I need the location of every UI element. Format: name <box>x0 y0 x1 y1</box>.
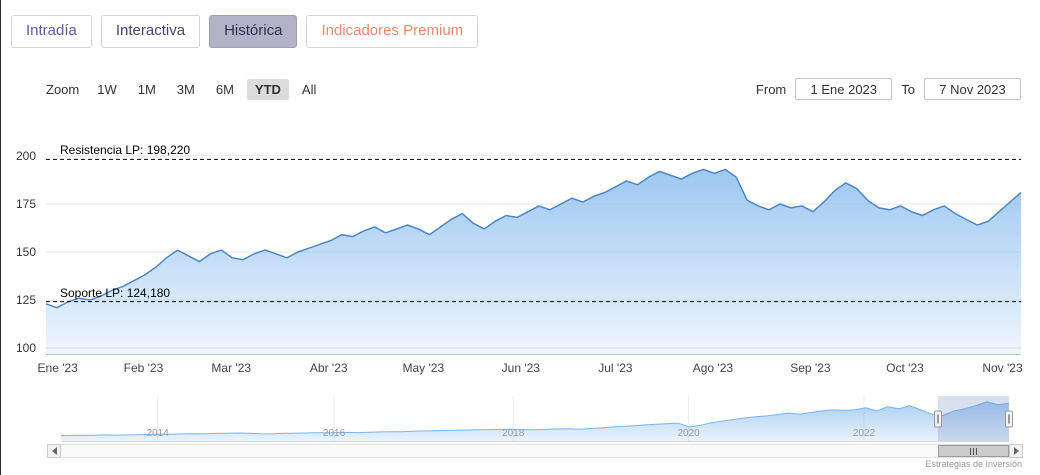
zoom-button-1w[interactable]: 1W <box>89 79 125 100</box>
from-date-input[interactable] <box>795 78 893 100</box>
x-tick-label: Sep '23 <box>790 361 831 375</box>
resistance-label: Resistencia LP: 198,220 <box>60 143 191 158</box>
y-tick-label: 200 <box>15 148 36 163</box>
navigator-svg[interactable] <box>61 396 1009 442</box>
zoom-group: Zoom 1W 1M 3M 6M YTD All <box>46 78 324 100</box>
navigator-left-handle[interactable] <box>933 410 942 428</box>
zoom-button-6m[interactable]: 6M <box>208 79 242 100</box>
tab-intradia[interactable]: Intradía <box>11 15 92 48</box>
right-arrow-icon <box>1013 447 1019 455</box>
date-range-inputs: From To <box>756 78 1021 100</box>
x-axis-labels: Ene '23 Feb '23 Mar '23 Abr '23 May '23 Jun '… <box>38 361 1023 377</box>
zoom-button-ytd[interactable]: YTD <box>246 78 289 100</box>
scrollbar-thumb[interactable] <box>937 445 1009 457</box>
navigator[interactable]: 2014 2016 2018 2020 2022 <box>61 396 1013 442</box>
from-label: From <box>755 81 787 97</box>
scrollbar <box>47 444 1023 458</box>
tab-historica[interactable]: Histórica <box>209 15 298 48</box>
y-tick-label: 100 <box>15 340 36 355</box>
scrollbar-track[interactable] <box>61 444 1009 458</box>
y-tick-label: 150 <box>15 244 36 259</box>
zoom-button-3m[interactable]: 3M <box>169 79 203 100</box>
y-tick-label: 125 <box>15 292 36 307</box>
main-chart-svg[interactable] <box>45 140 1022 355</box>
zoom-button-all[interactable]: All <box>294 79 324 100</box>
scrollbar-right-arrow[interactable] <box>1009 444 1023 458</box>
x-tick-label: Ene '23 <box>37 361 78 375</box>
navigator-year-label: 2022 <box>852 428 876 439</box>
range-selector-toolbar: Zoom 1W 1M 3M 6M YTD All From To <box>46 78 1021 100</box>
x-tick-label: Abr '23 <box>309 361 348 375</box>
navigator-right-handle[interactable] <box>1005 410 1013 428</box>
x-tick-label: Nov '23 <box>982 361 1023 375</box>
x-tick-label: Mar '23 <box>211 361 252 375</box>
x-tick-label: Jun '23 <box>501 361 540 375</box>
y-axis-labels: 100 125 150 175 200 <box>1 140 41 355</box>
zoom-button-1m[interactable]: 1M <box>130 79 164 100</box>
tab-interactiva[interactable]: Interactiva <box>100 15 201 48</box>
to-label: To <box>901 81 915 97</box>
y-tick-label: 175 <box>15 196 36 211</box>
navigator-year-label: 2014 <box>146 428 169 439</box>
navigator-year-label: 2016 <box>322 428 346 439</box>
support-label: Soporte LP: 124,180 <box>60 285 171 300</box>
navigator-year-label: 2018 <box>502 428 525 439</box>
x-tick-label: May '23 <box>402 361 445 375</box>
zoom-label: Zoom <box>46 81 80 97</box>
view-tabs: Intradía Interactiva Histórica Indicador… <box>11 15 479 48</box>
grip-icon <box>969 447 977 455</box>
x-tick-label: Oct '23 <box>886 361 924 375</box>
left-arrow-icon <box>51 447 57 455</box>
x-tick-label: Jul '23 <box>598 361 633 375</box>
scrollbar-left-arrow[interactable] <box>47 444 61 458</box>
main-chart[interactable]: Resistencia LP: 198,220 Soporte LP: 124,… <box>45 140 1022 355</box>
tab-indicadores-premium[interactable]: Indicadores Premium <box>306 15 479 48</box>
x-tick-label: Ago '23 <box>692 361 734 375</box>
navigator-year-label: 2020 <box>677 428 700 439</box>
credit-text: Estrategias de Inversión <box>925 459 1022 469</box>
x-tick-label: Feb '23 <box>123 361 164 375</box>
to-date-input[interactable] <box>924 78 1021 100</box>
